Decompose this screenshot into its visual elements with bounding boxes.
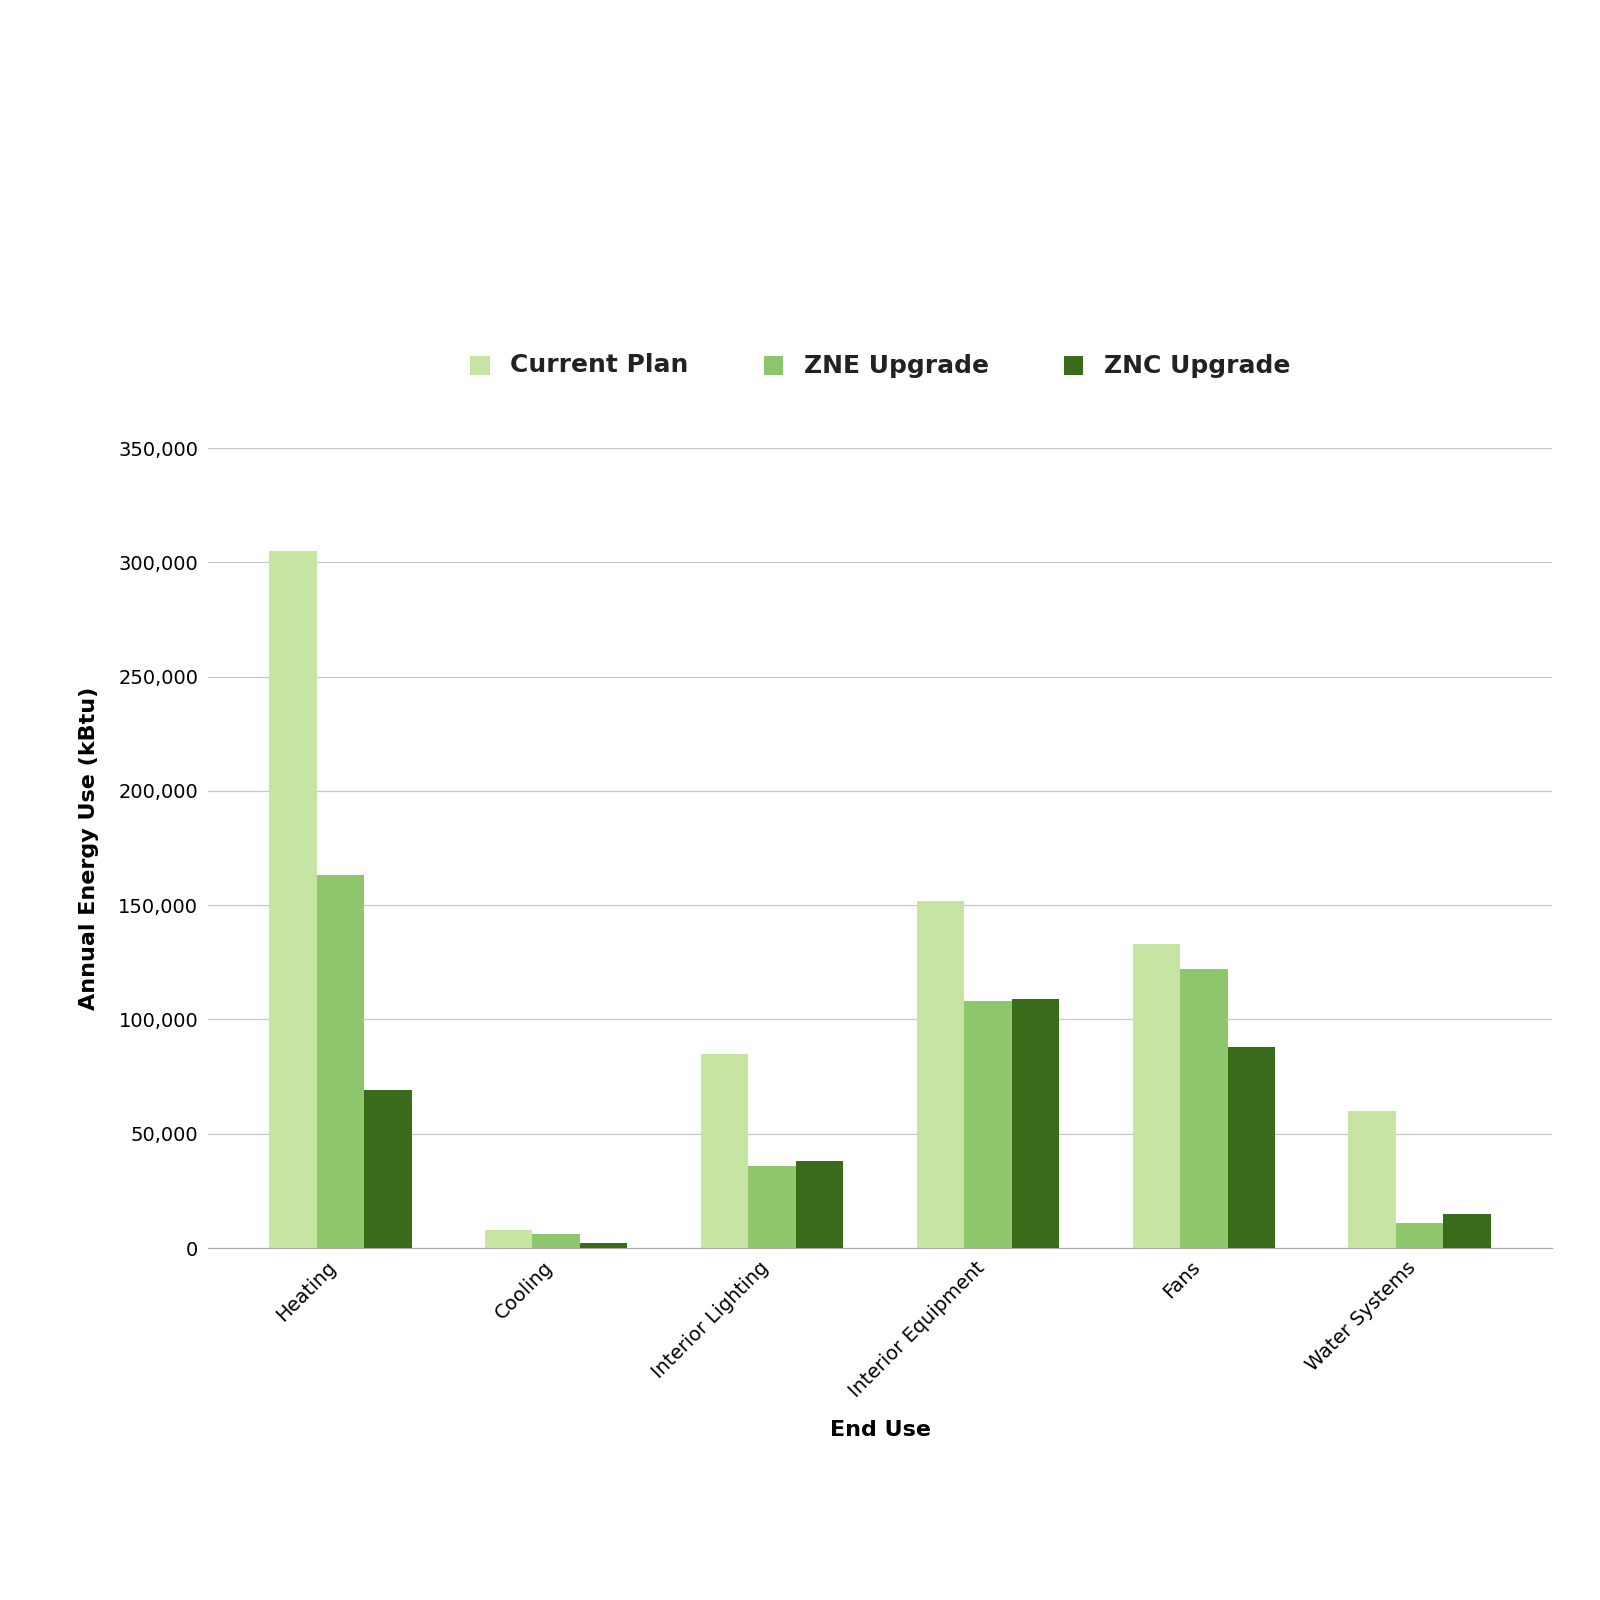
Bar bbox=[1443, 1214, 1491, 1248]
Y-axis label: Annual Energy Use (kBtu): Annual Energy Use (kBtu) bbox=[78, 686, 99, 1010]
X-axis label: End Use: End Use bbox=[829, 1421, 931, 1440]
Bar bbox=[1349, 1110, 1395, 1248]
Bar bbox=[701, 1054, 749, 1248]
Bar bbox=[485, 1230, 533, 1248]
Bar bbox=[917, 901, 965, 1248]
Bar bbox=[579, 1243, 627, 1248]
Bar bbox=[795, 1162, 843, 1248]
Bar bbox=[365, 1090, 411, 1248]
Bar bbox=[749, 1166, 795, 1248]
Bar bbox=[269, 550, 317, 1248]
Bar bbox=[1227, 1046, 1275, 1248]
Bar bbox=[965, 1002, 1011, 1248]
Bar bbox=[1395, 1222, 1443, 1248]
Bar bbox=[1011, 998, 1059, 1248]
Bar bbox=[1181, 970, 1227, 1248]
Bar bbox=[533, 1234, 579, 1248]
Bar bbox=[1133, 944, 1181, 1248]
Legend: Current Plan, ZNE Upgrade, ZNC Upgrade: Current Plan, ZNE Upgrade, ZNC Upgrade bbox=[461, 342, 1299, 387]
Bar bbox=[317, 875, 365, 1248]
